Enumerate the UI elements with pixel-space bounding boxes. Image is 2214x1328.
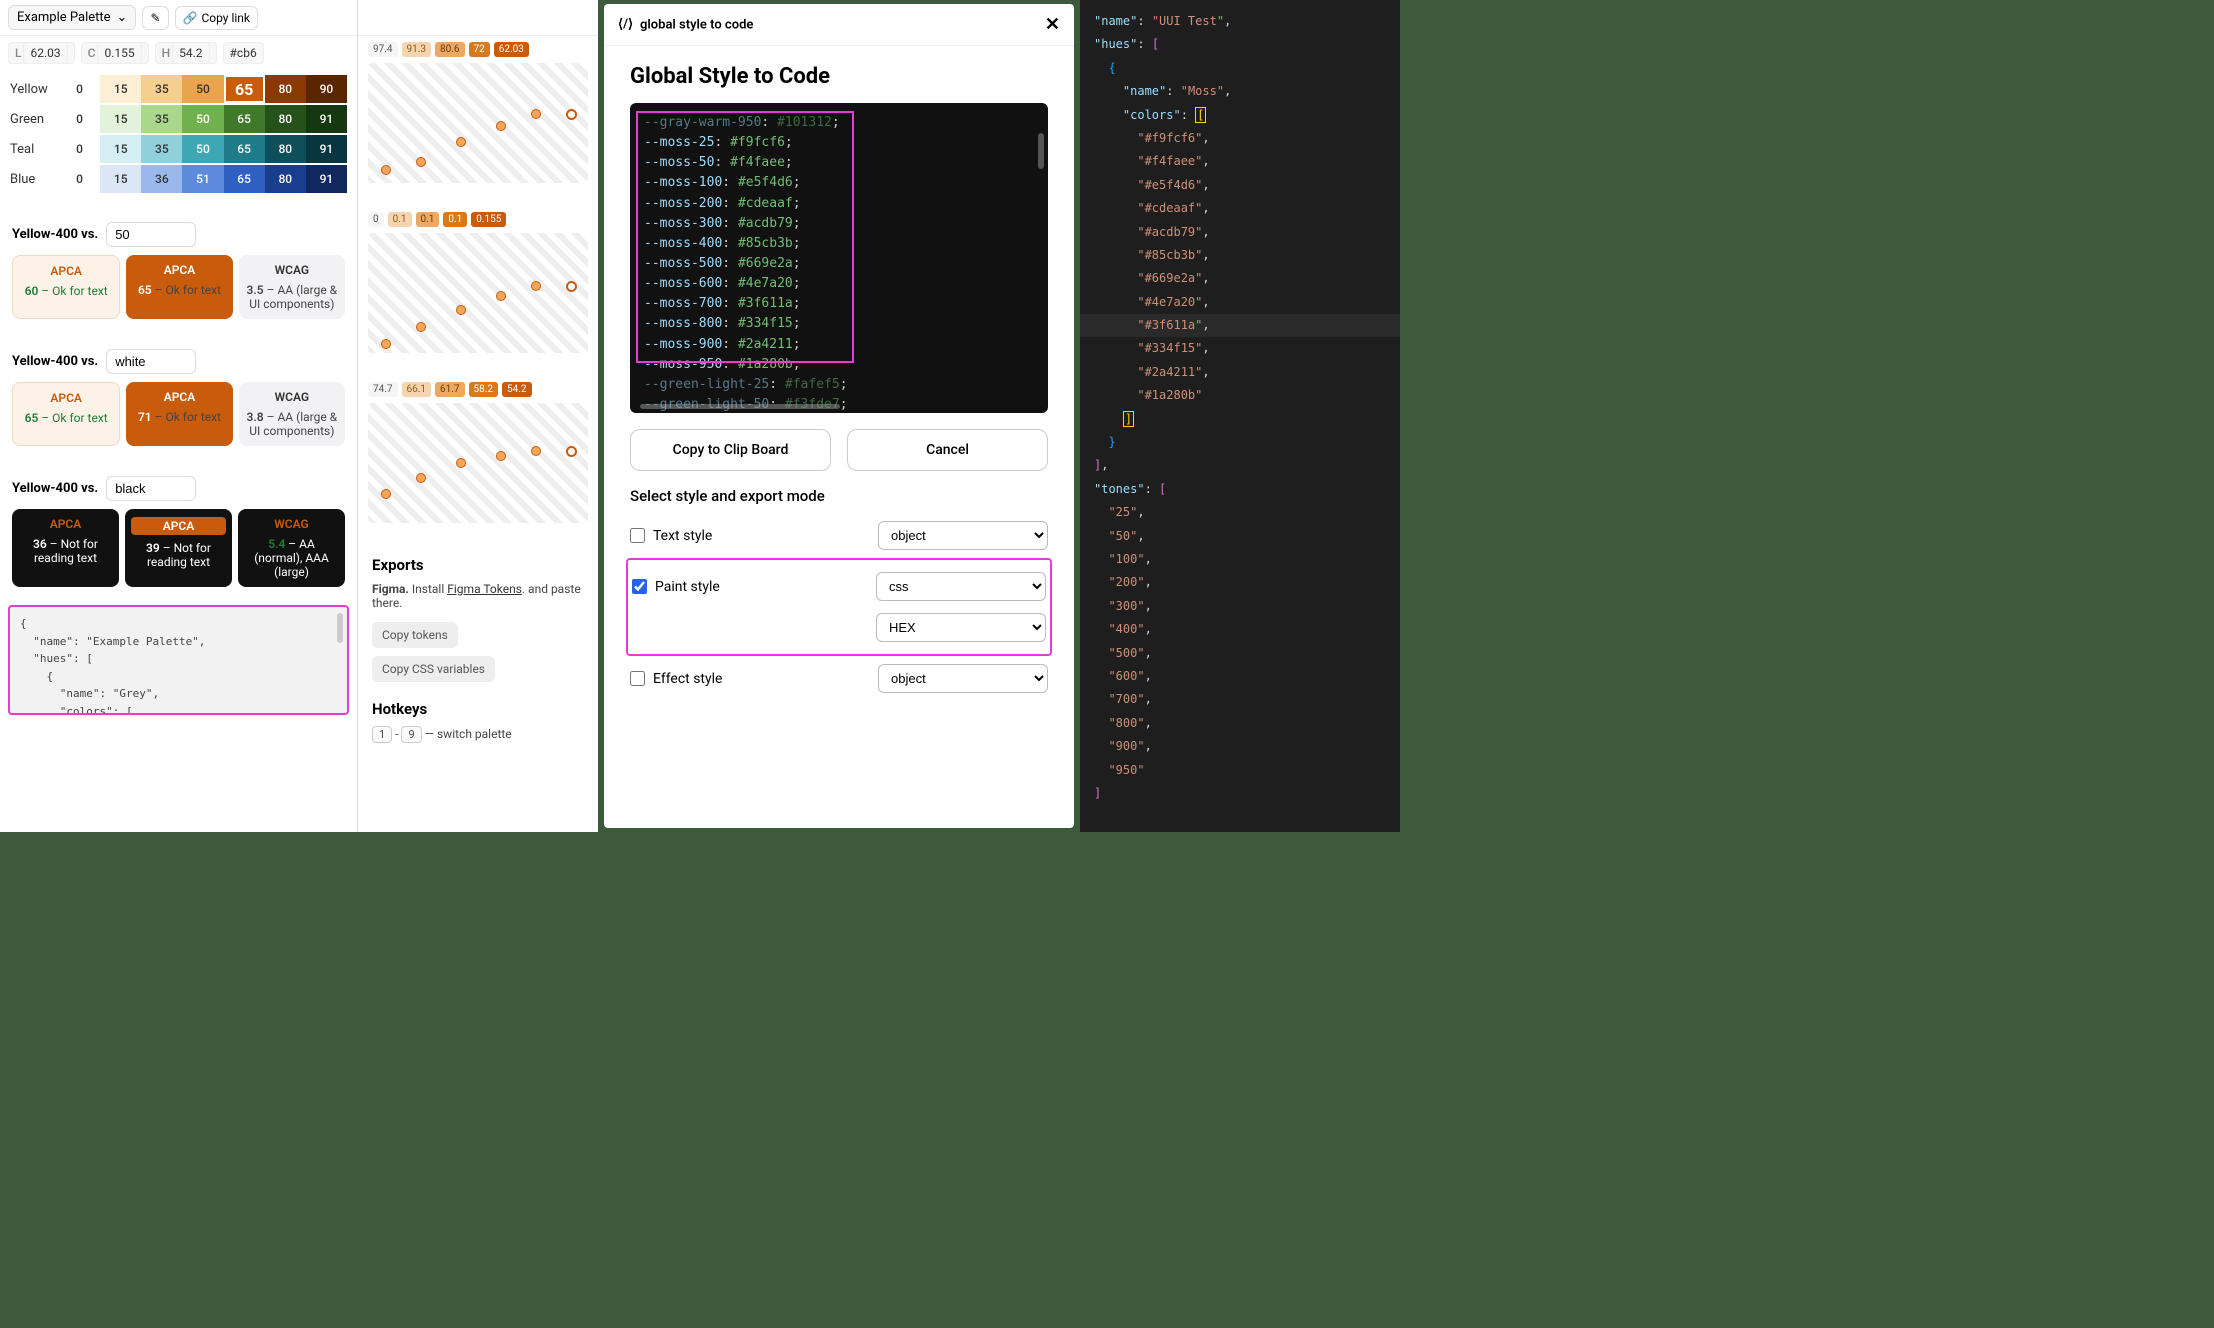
swatch[interactable]: 36 bbox=[141, 165, 182, 193]
export-mode-label: Select style and export mode bbox=[630, 487, 1048, 505]
swatch[interactable]: 0 bbox=[59, 135, 100, 163]
swatch[interactable]: 50 bbox=[182, 75, 223, 103]
effect-style-select[interactable]: object bbox=[878, 664, 1048, 693]
text-style-checkbox[interactable] bbox=[630, 528, 645, 543]
swatch[interactable]: 91 bbox=[306, 165, 347, 193]
css-output[interactable]: --gray-warm-950: #101312;--moss-25: #f9f… bbox=[630, 103, 1048, 413]
swatch[interactable]: 15 bbox=[100, 105, 141, 133]
contrast-card: APCA60 – Ok for text bbox=[12, 255, 120, 319]
charts-section: 97.491.380.67262.0300.10.10.10.15574.766… bbox=[358, 36, 598, 546]
paint-format-select[interactable]: HEX bbox=[876, 613, 1046, 642]
contrast-card: WCAG3.8 – AA (large & UI components) bbox=[239, 382, 345, 446]
palette-editor-panel: Example Palette ⌄ ✎ 🔗 Copy link L62.03 C… bbox=[0, 0, 598, 832]
copy-tokens-button[interactable]: Copy tokens bbox=[372, 622, 458, 648]
swatch[interactable]: 50 bbox=[182, 105, 223, 133]
contrast-against-input[interactable] bbox=[106, 222, 196, 247]
chevron-down-icon: ⌄ bbox=[117, 10, 128, 25]
paint-style-checkbox[interactable] bbox=[632, 579, 647, 594]
palette-name: Example Palette bbox=[17, 10, 111, 25]
swatch[interactable]: 80 bbox=[265, 165, 306, 193]
cancel-button[interactable]: Cancel bbox=[847, 429, 1048, 471]
exports-title: Exports bbox=[372, 556, 584, 574]
swatch[interactable]: 91 bbox=[306, 105, 347, 133]
contrast-against-input[interactable] bbox=[106, 349, 196, 374]
json-output[interactable]: { "name": "Example Palette", "hues": [ {… bbox=[8, 605, 349, 715]
row-label: Yellow bbox=[10, 82, 59, 97]
hotkeys-title: Hotkeys bbox=[372, 700, 584, 718]
swatch[interactable]: 80 bbox=[265, 105, 306, 133]
contrast-card: WCAG3.5 – AA (large & UI components) bbox=[239, 255, 345, 319]
dialog-title: Global Style to Code bbox=[630, 64, 1048, 89]
swatch[interactable]: 51 bbox=[182, 165, 223, 193]
swatch[interactable]: 15 bbox=[100, 75, 141, 103]
row-label: Blue bbox=[10, 172, 59, 187]
contrast-card: WCAG5.4 – AA (normal), AAA (large) bbox=[238, 509, 345, 587]
lch-readout: L62.03 C0.155 H54.2 #cb6 bbox=[0, 36, 357, 66]
swatch[interactable]: 0 bbox=[59, 165, 100, 193]
swatch[interactable]: 80 bbox=[265, 75, 306, 103]
swatch[interactable]: 0 bbox=[59, 75, 100, 103]
swatch[interactable]: 0 bbox=[59, 105, 100, 133]
swatch[interactable]: 65 bbox=[224, 165, 265, 193]
edit-icon[interactable]: ✎ bbox=[142, 6, 168, 30]
figma-tokens-link[interactable]: Figma Tokens bbox=[447, 582, 522, 596]
code-editor[interactable]: "name": "UUI Test","hues": [ { "name": "… bbox=[1080, 0, 1400, 832]
palette-select[interactable]: Example Palette ⌄ bbox=[8, 5, 136, 30]
contrast-section: Yellow-400 vs.APCA60 – Ok for textAPCA65… bbox=[0, 202, 357, 597]
swatch[interactable]: 90 bbox=[306, 75, 347, 103]
swatch[interactable]: 80 bbox=[265, 135, 306, 163]
swatch[interactable]: 65 bbox=[224, 105, 265, 133]
swatch[interactable]: 15 bbox=[100, 165, 141, 193]
topbar: Example Palette ⌄ ✎ 🔗 Copy link bbox=[0, 0, 357, 36]
export-dialog: ⟨/⟩global style to code ✕ Global Style t… bbox=[604, 4, 1074, 828]
exports-section: Exports Figma. Install Figma Tokens. and… bbox=[358, 546, 598, 753]
swatch[interactable]: 15 bbox=[100, 135, 141, 163]
text-style-row: Text style object bbox=[630, 515, 1048, 556]
copy-clipboard-button[interactable]: Copy to Clip Board bbox=[630, 429, 831, 471]
contrast-card: APCA65 – Ok for text bbox=[126, 255, 232, 319]
paint-style-select[interactable]: css bbox=[876, 572, 1046, 601]
contrast-against-input[interactable] bbox=[106, 476, 196, 501]
effect-style-row: Effect style object bbox=[630, 658, 1048, 699]
contrast-card: APCA71 – Ok for text bbox=[126, 382, 232, 446]
color-grid: Yellow0153550658090Green0153550658091Tea… bbox=[0, 66, 357, 202]
copy-link-button[interactable]: 🔗 Copy link bbox=[175, 6, 258, 30]
contrast-card: APCA36 – Not for reading text bbox=[12, 509, 119, 587]
row-label: Green bbox=[10, 112, 59, 127]
copy-css-button[interactable]: Copy CSS variables bbox=[372, 656, 495, 682]
contrast-card: APCA39 – Not for reading text bbox=[125, 509, 232, 587]
row-label: Teal bbox=[10, 142, 59, 157]
swatch[interactable]: 65 bbox=[224, 75, 265, 103]
close-icon[interactable]: ✕ bbox=[1045, 14, 1060, 35]
swatch[interactable]: 91 bbox=[306, 135, 347, 163]
effect-style-checkbox[interactable] bbox=[630, 671, 645, 686]
code-icon: ⟨/⟩ bbox=[618, 17, 634, 33]
swatch[interactable]: 35 bbox=[141, 135, 182, 163]
swatch[interactable]: 35 bbox=[141, 105, 182, 133]
paint-style-row: Paint style css bbox=[632, 566, 1046, 607]
swatch[interactable]: 65 bbox=[224, 135, 265, 163]
contrast-card: APCA65 – Ok for text bbox=[12, 382, 120, 446]
swatch[interactable]: 50 bbox=[182, 135, 223, 163]
swatch[interactable]: 35 bbox=[141, 75, 182, 103]
text-style-select[interactable]: object bbox=[878, 521, 1048, 550]
